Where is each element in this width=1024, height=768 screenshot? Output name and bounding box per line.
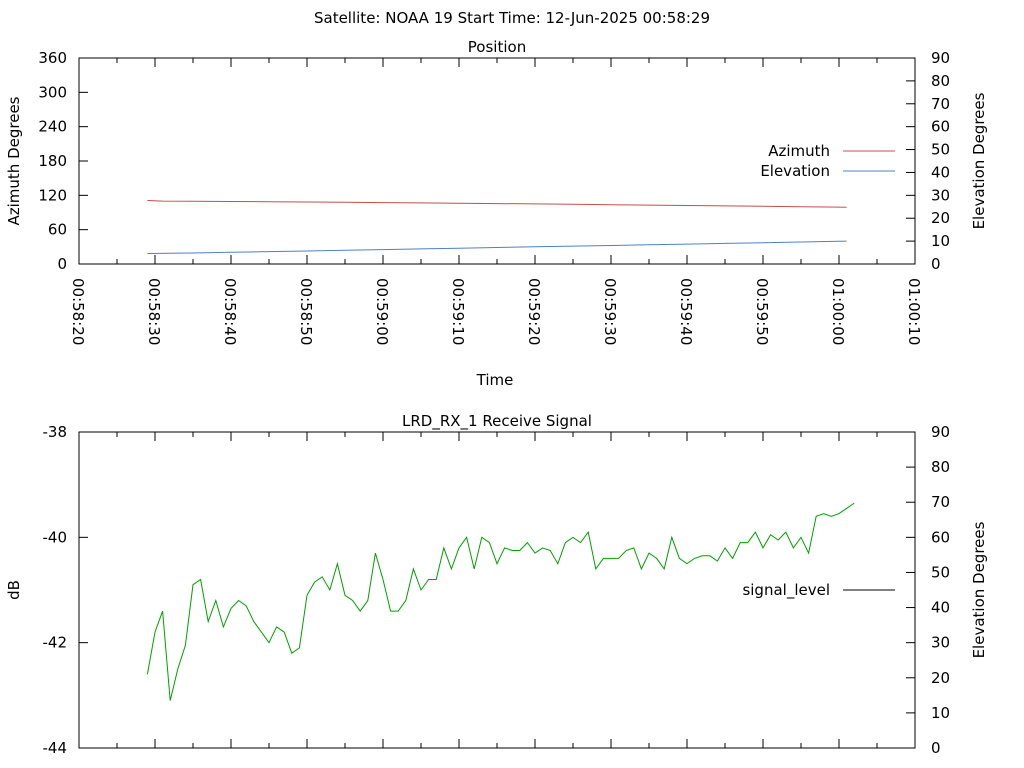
y2-tick-label: 30: [931, 634, 950, 652]
x-tick-label: 00:59:20: [525, 278, 543, 345]
x-tick-label: 00:59:30: [601, 278, 619, 345]
y2-tick-label: 90: [931, 423, 950, 441]
x-tick-label: 00:58:30: [145, 278, 163, 345]
y2-tick-label: 20: [931, 209, 950, 227]
x-tick-label: 00:59:50: [753, 278, 771, 345]
x-tick-label: 01:00:00: [829, 278, 847, 345]
y2-tick-label: 30: [931, 186, 950, 204]
x-tick-label: 00:58:20: [69, 278, 87, 345]
azimuth-axis-label: Azimuth Degrees: [5, 96, 23, 225]
y-tick-label: 60: [48, 221, 67, 239]
series-line-azimuth: [147, 200, 847, 208]
y2-tick-label: 50: [931, 141, 950, 159]
x-tick-label: 00:58:50: [297, 278, 315, 345]
y-tick-label: -42: [43, 634, 68, 652]
x-tick-label: 01:00:10: [905, 278, 923, 345]
y2-tick-label: 20: [931, 669, 950, 687]
y-tick-label: -44: [43, 739, 68, 757]
position-chart: Position 00:58:20 00:58:30 00:58:40 00:58:5…: [5, 38, 988, 389]
y2-tick-label: 40: [931, 163, 950, 181]
y2-tick-label: 50: [931, 563, 950, 581]
y-tick-label: 300: [38, 83, 67, 101]
signal-chart: LRD_RX_1 Receive Signal -38 -40 -42 -44 0 10 2…: [5, 412, 988, 757]
series-line-signal-level: [146, 502, 855, 701]
y2-tick-label: 10: [931, 704, 950, 722]
x-tick-label: 00:58:40: [221, 278, 239, 345]
y2-tick-label: 70: [931, 493, 950, 511]
y2-tick-label: 0: [931, 255, 941, 273]
series-line-elevation: [147, 240, 847, 254]
y-tick-label: -38: [43, 423, 68, 441]
position-chart-title: Position: [468, 38, 526, 56]
legend-label: signal_level: [742, 581, 830, 600]
y2-tick-label: 60: [931, 528, 950, 546]
y-tick-label: 0: [57, 255, 67, 273]
x-tick-label: 00:59:00: [373, 278, 391, 345]
y2-tick-label: 80: [931, 458, 950, 476]
y-tick-label: -40: [43, 528, 68, 546]
x-tick-label: 00:59:10: [449, 278, 467, 345]
page-title: Satellite: NOAA 19 Start Time: 12-Jun-20…: [314, 9, 710, 27]
y2-tick-label: 70: [931, 95, 950, 113]
y2-tick-label: 90: [931, 49, 950, 67]
x-tick-label: 00:59:40: [677, 278, 695, 345]
position-x-axis-label: Time: [476, 371, 514, 389]
y-tick-label: 360: [38, 49, 67, 67]
legend-label: Azimuth: [768, 142, 830, 160]
y2-tick-label: 10: [931, 232, 950, 250]
y-tick-label: 180: [38, 152, 67, 170]
y2-tick-label: 0: [931, 739, 941, 757]
signal-chart-title: LRD_RX_1 Receive Signal: [402, 412, 592, 431]
y2-tick-label: 60: [931, 118, 950, 136]
position-elevation-axis-label: Elevation Degrees: [970, 92, 988, 229]
signal-elevation-axis-label: Elevation Degrees: [970, 521, 988, 658]
db-axis-label: dB: [5, 580, 23, 600]
y2-tick-label: 80: [931, 72, 950, 90]
legend-label: Elevation: [760, 162, 830, 180]
y2-tick-label: 40: [931, 599, 950, 617]
position-plot-frame: [78, 57, 916, 265]
y-tick-label: 120: [38, 186, 67, 204]
y-tick-label: 240: [38, 118, 67, 136]
